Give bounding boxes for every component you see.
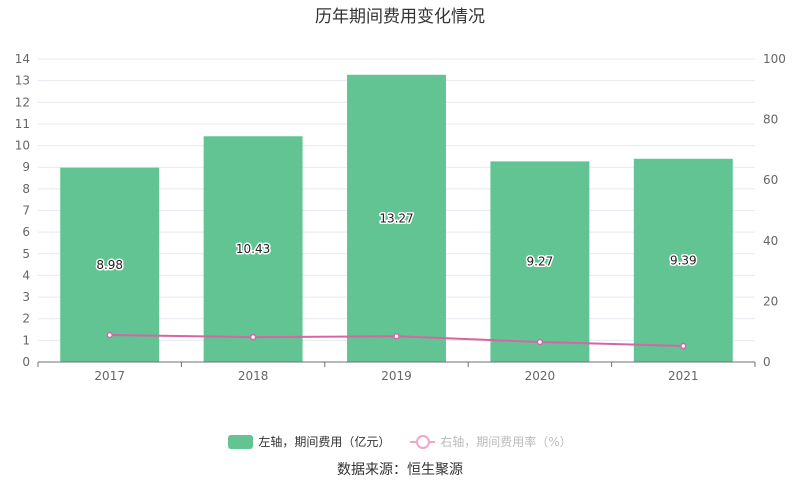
legend-label-line: 右轴，期间费用率（%） <box>440 435 572 449</box>
left-tick-label: 2 <box>22 312 30 326</box>
legend-swatch-line <box>410 434 436 449</box>
x-tick-label: 2018 <box>238 369 269 383</box>
right-tick-label: 20 <box>763 294 778 308</box>
bar-value-label: 8.98 <box>96 258 123 272</box>
left-tick-label: 4 <box>22 268 30 282</box>
bar-labels: 8.98 10.43 13.27 9.27 9.39 <box>95 210 698 273</box>
bar <box>60 167 160 362</box>
line-point <box>106 331 113 339</box>
legend: 左轴，期间费用（亿元） 右轴，期间费用率（%） <box>0 433 800 452</box>
x-tick-label: 2019 <box>381 369 412 383</box>
source-note: 数据来源：恒生聚源 <box>337 462 463 478</box>
legend-item-line[interactable]: 右轴，期间费用率（%） <box>410 433 572 450</box>
left-tick-label: 9 <box>22 160 30 174</box>
line-point <box>680 342 687 350</box>
right-tick-label: 60 <box>763 173 778 187</box>
left-tick-label: 6 <box>22 225 30 239</box>
left-tick-label: 0 <box>22 355 30 369</box>
legend-item-bar[interactable]: 左轴，期间费用（亿元） <box>228 433 390 450</box>
chart-title: 历年期间费用变化情况 <box>315 7 485 27</box>
left-tick-label: 8 <box>22 182 30 196</box>
bar <box>490 161 590 362</box>
left-tick-label: 3 <box>22 290 30 304</box>
left-tick-label: 5 <box>22 247 30 261</box>
x-axis: 2017 2018 2019 2020 2021 <box>37 361 756 383</box>
bar <box>203 136 303 362</box>
line-series <box>106 331 687 350</box>
legend-swatch-bar <box>228 434 254 449</box>
right-tick-label: 0 <box>763 355 771 369</box>
x-tick-label: 2021 <box>668 369 699 383</box>
line-point <box>393 332 400 340</box>
right-tick-label: 80 <box>763 113 778 127</box>
left-tick-label: 14 <box>15 52 30 66</box>
x-tick-label: 2017 <box>94 369 125 383</box>
line-point <box>249 333 257 341</box>
bar-value-label: 9.27 <box>527 255 554 269</box>
left-tick-label: 1 <box>22 333 30 347</box>
legend-label-bar: 左轴，期间费用（亿元） <box>258 435 391 449</box>
line-point <box>536 338 544 346</box>
left-tick-label: 11 <box>15 117 30 131</box>
left-tick-label: 10 <box>15 139 30 153</box>
bar <box>347 74 446 362</box>
left-tick-label: 12 <box>15 95 30 109</box>
x-tick-label: 2020 <box>525 369 556 383</box>
bar-value-label: 9.39 <box>670 253 697 267</box>
bar-series <box>60 74 733 362</box>
bar <box>633 158 733 362</box>
bar-value-label: 10.43 <box>236 242 270 256</box>
left-tick-label: 13 <box>15 74 30 88</box>
right-tick-label: 100 <box>763 52 786 66</box>
left-tick-label: 7 <box>22 204 30 218</box>
bar-value-label: 13.27 <box>379 211 413 225</box>
right-tick-label: 40 <box>763 234 778 248</box>
right-axis-ticks: 0 20 40 60 80 100 <box>763 52 786 369</box>
